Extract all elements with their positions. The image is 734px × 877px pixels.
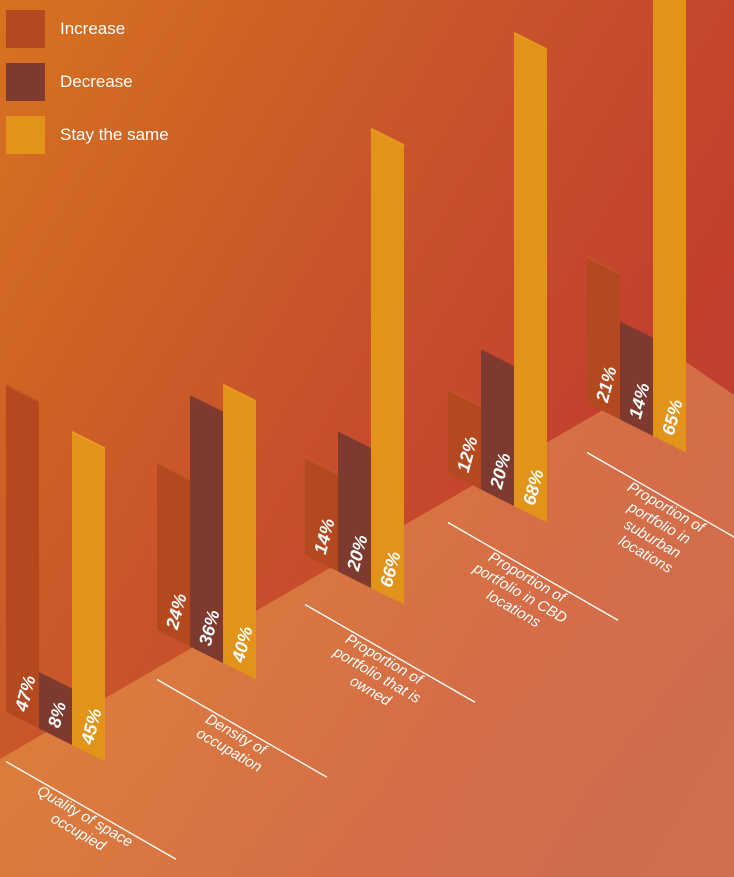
bar-increase-1 [6, 384, 39, 729]
floor-plane [0, 362, 734, 877]
bar-same-5 [653, 0, 686, 453]
bar-top-edge [38, 671, 73, 691]
legend-swatch-increase [6, 10, 45, 48]
bar-increase-3 [305, 457, 338, 572]
legend-label-increase: Increase [60, 19, 126, 38]
bar-decrease-5 [620, 322, 653, 436]
bar-decrease-4 [481, 350, 514, 506]
bar-top-edge [370, 127, 405, 147]
bar-top-edge [304, 456, 339, 475]
bar-top-edge [156, 462, 191, 481]
bar-decrease-1 [39, 672, 72, 745]
bar-top-edge [189, 395, 224, 414]
bar-top-edge [222, 383, 257, 402]
bar-decrease-3 [338, 432, 371, 588]
bar-same-4 [514, 32, 547, 523]
bar-top-edge [513, 31, 548, 51]
legend-swatch-decrease [6, 63, 45, 101]
category-axis-line [586, 451, 734, 538]
category-axis-line [304, 603, 476, 703]
bar-top-edge [619, 321, 654, 340]
legend-swatch-same [6, 116, 45, 154]
bar-top-edge [337, 431, 372, 450]
legend-label-same: Stay the same [60, 125, 169, 144]
chart-floor [0, 362, 734, 877]
legend: Increase Decrease Stay the same [6, 10, 169, 169]
legend-label-decrease: Decrease [60, 72, 133, 91]
category-axis-line [447, 521, 619, 621]
bar-top-edge [586, 255, 621, 275]
legend-item-decrease: Decrease [6, 63, 169, 101]
bar-decrease-2 [190, 395, 223, 663]
category-axis-line [5, 760, 177, 860]
bar-top-edge [71, 430, 106, 450]
bars-group [5, 0, 687, 762]
legend-item-same: Stay the same [6, 116, 169, 154]
category-axis-line [156, 678, 328, 778]
legend-item-increase: Increase [6, 10, 169, 48]
bar-top-edge [5, 383, 40, 403]
bar-increase-4 [448, 389, 481, 490]
bar-same-2 [223, 384, 256, 680]
bar-same-3 [371, 128, 404, 605]
bar-increase-5 [587, 256, 620, 420]
bar-top-edge [480, 349, 515, 368]
bar-top-edge [447, 388, 482, 407]
bar-same-1 [72, 431, 105, 762]
bar-increase-2 [157, 462, 190, 647]
